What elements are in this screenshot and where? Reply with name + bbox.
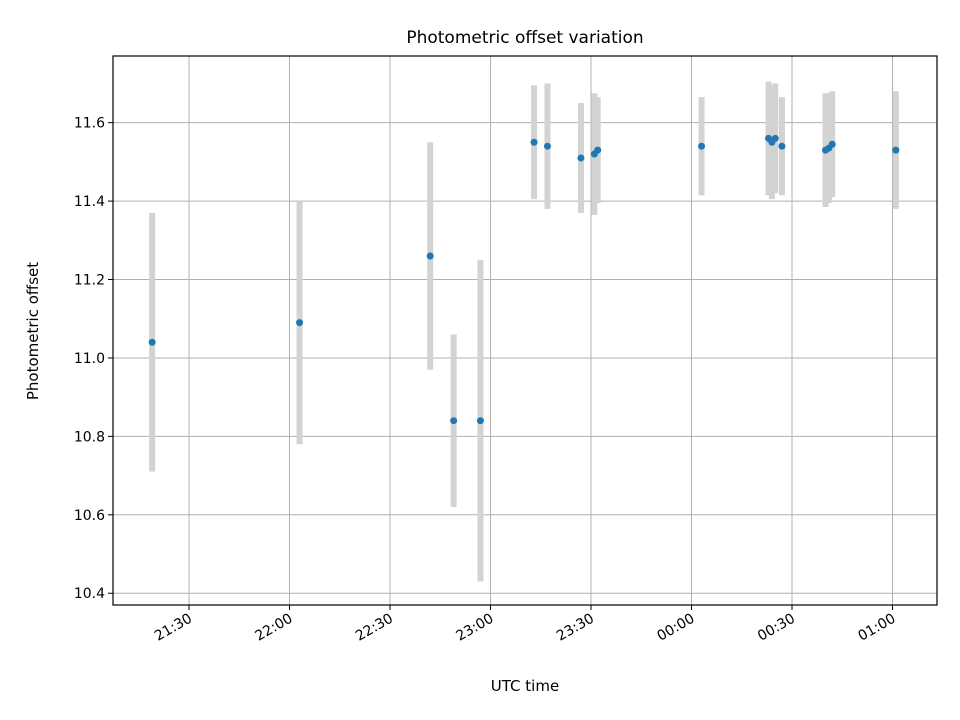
y-tick-label: 10.4: [74, 586, 105, 602]
data-point: [892, 146, 900, 154]
data-points: [148, 134, 900, 425]
y-axis-label: Photometric offset: [24, 262, 42, 400]
y-tick-label: 10.6: [74, 508, 105, 524]
y-tick-label: 10.8: [74, 429, 105, 445]
y-tick-label: 11.6: [74, 116, 105, 132]
data-point: [426, 252, 434, 260]
y-tick-label: 11.2: [74, 273, 105, 289]
chart-title: Photometric offset variation: [406, 28, 643, 48]
grid: [113, 56, 937, 605]
data-point: [778, 142, 786, 150]
data-point: [530, 138, 538, 146]
y-tick-label: 11.0: [74, 351, 105, 367]
data-point: [828, 140, 836, 148]
data-point: [148, 338, 156, 346]
plot-frame: [112, 55, 938, 606]
data-point: [296, 319, 304, 327]
data-point: [476, 417, 484, 425]
y-tick-label: 11.4: [74, 194, 105, 210]
data-point: [594, 146, 602, 154]
data-point: [771, 134, 779, 142]
data-point: [698, 142, 706, 150]
x-axis-label: UTC time: [491, 677, 559, 695]
y-axis: 10.4 10.6 10.8 11.0 11.2 11.4 11.6: [74, 116, 113, 602]
data-point: [543, 142, 551, 150]
data-point: [450, 417, 458, 425]
data-point: [577, 154, 585, 162]
